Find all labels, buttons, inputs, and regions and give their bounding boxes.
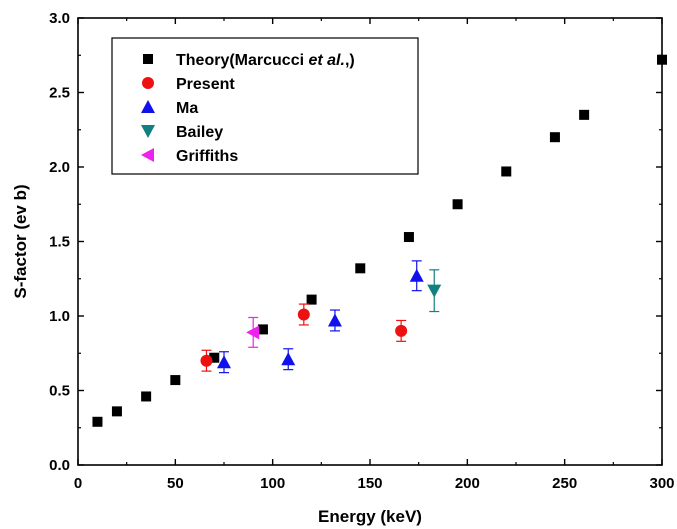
x-tick-label: 200 [455,475,480,492]
legend-label-theory-marcucci-et-al: Theory(Marcucci et al.,) [176,52,355,69]
data-point-ma [217,355,231,369]
legend-marker-bailey [141,125,155,138]
data-point-griffiths [246,325,260,340]
data-point-present [297,308,310,321]
data-point-present [200,354,213,367]
y-tick-label: 1.0 [49,308,70,325]
series-griffiths [246,316,260,348]
legend-marker-present [142,77,154,89]
x-tick-label: 250 [552,475,577,492]
data-point-ma [409,268,424,282]
x-tick-label: 50 [167,475,184,492]
x-tick-label: 0 [74,475,82,492]
y-tick-label: 1.5 [49,234,70,251]
y-tick-label: 2.5 [49,85,70,102]
legend-label-bailey: Bailey [176,124,223,141]
axis-ticks: 0 50 100 150 200 250 300 0.0 0.5 1.0 1.5 2.0 2.5 3.0 [49,10,674,492]
data-point-present [395,324,408,337]
data-point-theory-marcucci-et-al [549,132,560,143]
data-point-theory-marcucci-et-al [141,391,152,402]
data-point-theory-marcucci-et-al [111,406,122,417]
x-tick-label: 300 [649,475,674,492]
legend-box [111,37,419,175]
legend: Theory(Marcucci et al.,) Present Ma Bailey G… [111,37,419,175]
data-point-bailey [427,284,442,298]
legend-label-present: Present [176,76,235,93]
data-point-ma [281,352,296,366]
data-point-theory-marcucci-et-al [579,109,590,120]
y-tick-label: 3.0 [49,10,70,27]
series-bailey [427,269,442,313]
data-point-theory-marcucci-et-al [452,199,463,210]
legend-label-griffiths: Griffiths [176,148,238,165]
y-tick-label: 2.0 [49,159,70,176]
x-axis-title: Energy (keV) [318,507,422,526]
legend-marker-ma [141,100,155,113]
legend-marker-griffiths [141,148,154,162]
data-point-theory-marcucci-et-al [501,166,512,177]
legend-marker-theory-marcucci-et-al [143,54,153,64]
series-present [200,303,408,372]
legend-label-ma: Ma [176,100,198,117]
y-tick-label: 0.0 [49,457,70,474]
data-point-theory-marcucci-et-al [170,375,181,386]
data-point-theory-marcucci-et-al [306,294,317,305]
y-axis-title: S-factor (ev b) [11,184,30,298]
data-point-theory-marcucci-et-al [209,352,220,363]
x-tick-label: 150 [357,475,382,492]
y-tick-label: 0.5 [49,383,70,400]
series-ma [217,260,424,374]
data-point-theory-marcucci-et-al [355,263,366,274]
data-point-theory-marcucci-et-al [257,324,268,335]
x-tick-label: 100 [260,475,285,492]
data-point-theory-marcucci-et-al [92,416,103,427]
data-point-ma [327,313,342,327]
data-point-theory-marcucci-et-al [403,232,414,243]
